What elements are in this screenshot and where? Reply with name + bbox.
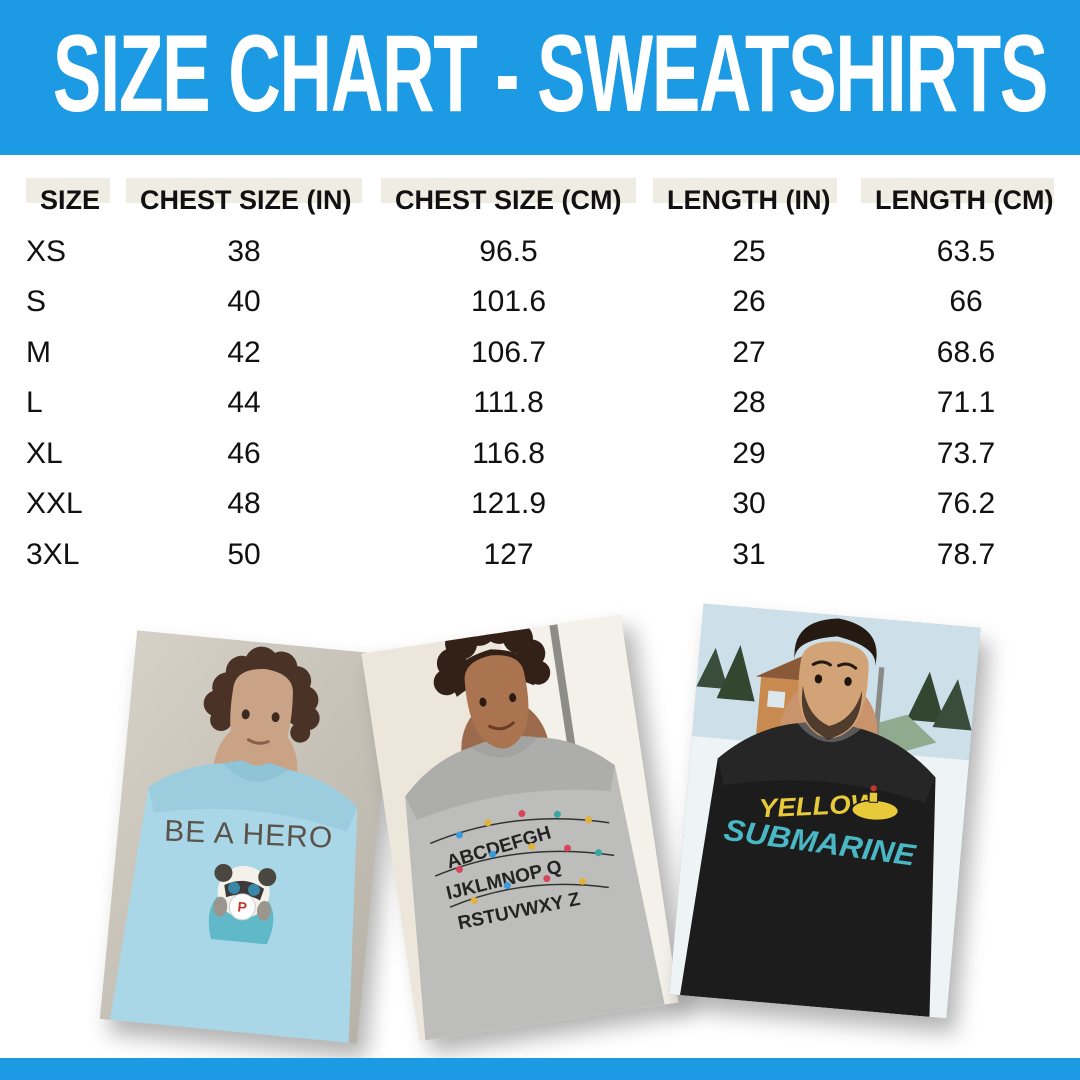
svg-text:P: P: [237, 898, 248, 915]
